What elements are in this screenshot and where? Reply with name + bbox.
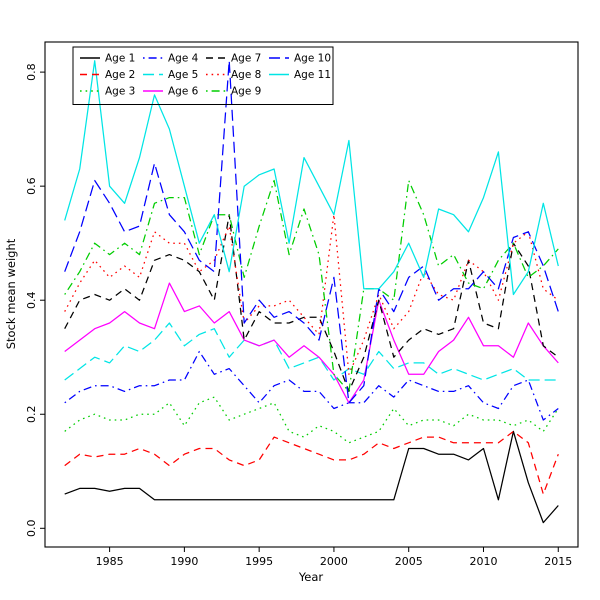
series-line-age-8 (64, 214, 559, 375)
legend-entry-age-9: Age 9 (206, 86, 261, 98)
y-tick-label: 0.0 (25, 520, 38, 538)
series-line-age-6 (64, 282, 559, 404)
x-tick-label: 1995 (245, 555, 273, 568)
y-tick-label: 0.8 (25, 63, 38, 81)
x-tick-label: 1990 (170, 555, 198, 568)
x-tick-label: 2000 (320, 555, 348, 568)
series-line-age-10 (64, 60, 559, 404)
legend-label: Age 5 (168, 69, 198, 81)
legend-label: Age 7 (231, 53, 261, 65)
series-line-age-9 (64, 179, 559, 393)
legend-box (72, 46, 334, 105)
series-line-age-3 (64, 396, 559, 444)
series-line-age-11 (64, 60, 559, 296)
y-tick-label: 0.4 (25, 291, 38, 309)
x-tick-label: 2010 (469, 555, 497, 568)
legend-label: Age 10 (294, 53, 331, 65)
series-line-age-2 (64, 430, 559, 495)
x-tick-label: 2015 (544, 555, 572, 568)
y-axis-label: Stock mean weight (4, 238, 18, 349)
series-line-age-7 (64, 214, 559, 393)
legend-entry-age-8: Age 8 (206, 69, 261, 81)
legend-label: Age 8 (231, 69, 261, 81)
axes-layer: 1985 1990 1995 2000 2005 2010 2015 0.0 0.2 0.4 0.6… (25, 41, 579, 568)
plot-box (44, 41, 579, 548)
series-line-age-5 (64, 322, 559, 381)
legend-entry-age-11: Age 11 (269, 69, 331, 81)
legend-entry-age-5: Age 5 (143, 69, 198, 81)
x-axis-label: Year (298, 570, 324, 584)
y-tick-label: 0.2 (25, 405, 38, 423)
legend-label: Age 2 (105, 69, 135, 81)
x-tick-label: 1985 (96, 555, 124, 568)
legend-entry-age-2: Age 2 (80, 69, 135, 81)
legend-entry-age-3: Age 3 (80, 86, 135, 98)
legend-label: Age 9 (231, 86, 261, 98)
legend-entry-age-1: Age 1 (80, 53, 135, 65)
y-tick-label: 0.6 (25, 177, 38, 195)
series-line-age-1 (64, 430, 559, 524)
legend-layer: Age 1 Age 2 Age 3 Age 4 Age 5 Age 6 Age 7 Age 8… (72, 46, 334, 105)
legend-label: Age 3 (105, 86, 135, 98)
legend-label: Age 1 (105, 53, 135, 65)
legend-entry-age-6: Age 6 (143, 86, 199, 98)
legend-label: Age 6 (168, 86, 199, 98)
series-line-age-4 (64, 350, 559, 421)
legend-entry-age-7: Age 7 (206, 53, 261, 65)
legend-entry-age-10: Age 10 (269, 53, 331, 65)
series-layer (64, 60, 559, 524)
x-tick-label: 2005 (395, 555, 423, 568)
legend-label: Age 11 (294, 69, 331, 81)
legend-entry-age-4: Age 4 (143, 53, 199, 65)
legend-label: Age 4 (168, 53, 199, 65)
